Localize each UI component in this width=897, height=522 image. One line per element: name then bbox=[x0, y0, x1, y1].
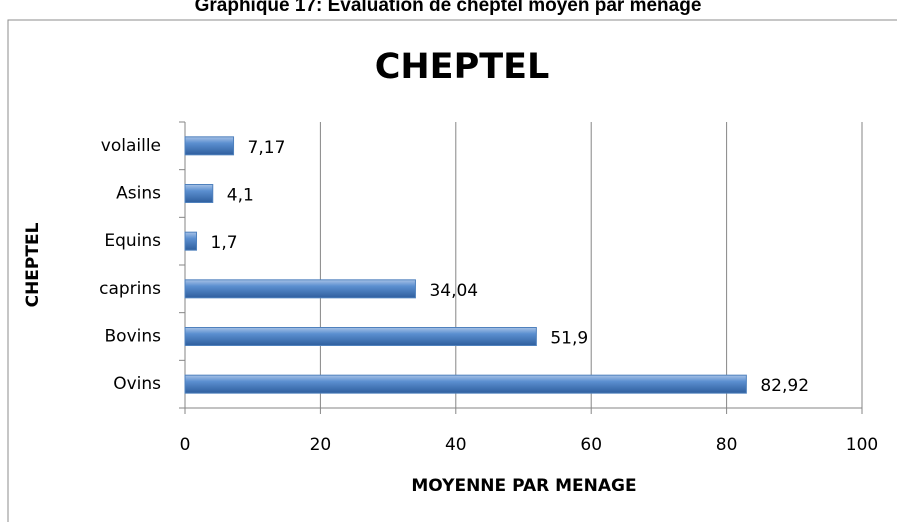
x-tick-label: 20 bbox=[310, 435, 332, 455]
data-label: 4,1 bbox=[227, 186, 254, 206]
x-tick-label: 80 bbox=[716, 435, 738, 455]
bar bbox=[184, 231, 198, 251]
y-tick-label: Bovins bbox=[105, 327, 162, 347]
chart-title: CHEPTEL bbox=[375, 47, 550, 87]
x-axis-label: MOYENNE PAR MENAGE bbox=[411, 476, 636, 496]
data-label: 82,92 bbox=[760, 376, 809, 396]
bar bbox=[184, 327, 537, 346]
chart-frame bbox=[7, 19, 897, 522]
bar bbox=[184, 374, 747, 394]
y-tick-label: Ovins bbox=[113, 374, 161, 394]
x-tick-label: 60 bbox=[580, 435, 602, 455]
x-tick-label: 40 bbox=[445, 435, 467, 455]
bar bbox=[184, 184, 214, 203]
y-tick-label: Asins bbox=[116, 184, 161, 204]
data-label: 34,04 bbox=[429, 281, 478, 301]
data-label: 51,9 bbox=[550, 329, 588, 349]
bar bbox=[184, 279, 416, 299]
bar bbox=[184, 136, 235, 156]
y-axis-label: CHEPTEL bbox=[23, 222, 43, 307]
y-tick-label: caprins bbox=[99, 279, 161, 299]
y-tick-label: Equins bbox=[104, 231, 161, 251]
data-label: 1,7 bbox=[211, 233, 238, 253]
x-tick-label: 100 bbox=[846, 435, 878, 455]
y-tick-label: volaille bbox=[101, 136, 161, 156]
x-tick-label: 0 bbox=[180, 435, 191, 455]
data-label: 7,17 bbox=[248, 138, 286, 158]
chart-caption: Graphique 17: Evaluation de cheptel moye… bbox=[195, 0, 702, 16]
